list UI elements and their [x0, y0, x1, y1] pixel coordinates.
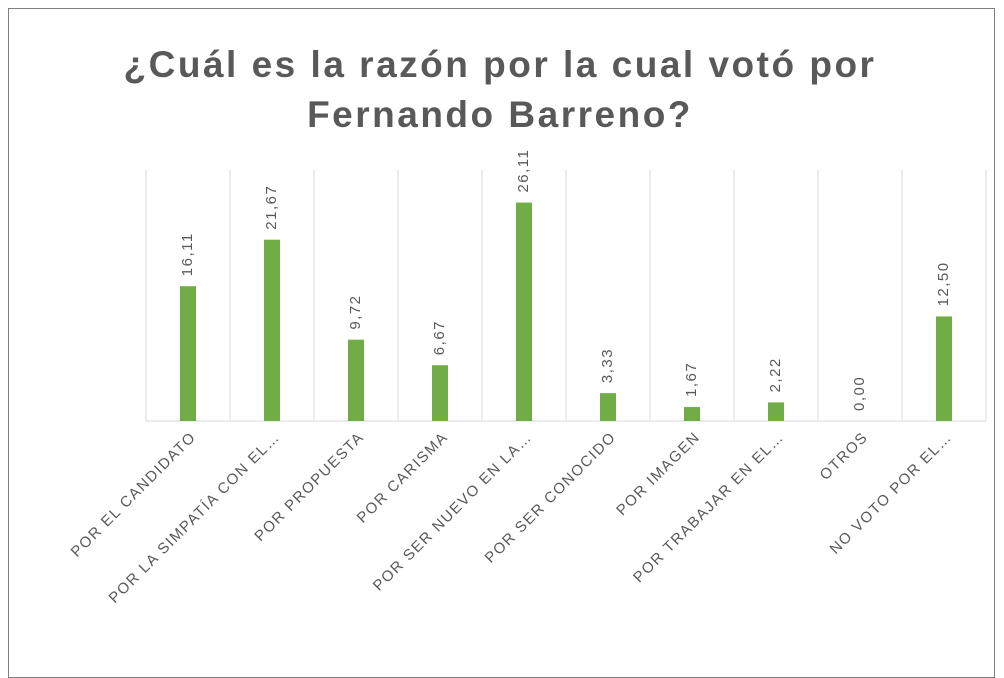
bar [180, 286, 196, 421]
bar [600, 393, 616, 421]
x-tick-label: POR IMAGEN [613, 429, 703, 519]
bar [432, 365, 448, 421]
x-tick-label: POR SER NUEVO EN LA… [370, 429, 536, 595]
bar [684, 407, 700, 421]
bar [516, 202, 532, 421]
bar [264, 239, 280, 421]
bar [936, 316, 952, 421]
data-label: 9,72 [347, 294, 364, 329]
x-tick-label: OTROS [817, 429, 872, 484]
data-label: 6,67 [431, 320, 448, 355]
bar [348, 339, 364, 421]
x-tick-label: POR TRABAJAR EN EL… [630, 429, 788, 587]
data-label: 2,22 [767, 357, 784, 392]
data-label: 0,00 [851, 376, 868, 411]
data-label: 12,50 [935, 261, 952, 306]
x-tick-label: POR CARISMA [354, 429, 452, 527]
data-label: 21,67 [263, 185, 280, 230]
data-label: 3,33 [599, 348, 616, 383]
x-tick-label: POR LA SIMPATÍA CON EL… [106, 429, 284, 607]
chart-title: ¿Cuál es la razón por la cual votó por F… [123, 44, 877, 135]
data-label: 1,67 [683, 362, 700, 397]
data-label: 26,11 [515, 149, 532, 193]
data-label: 16,11 [179, 232, 196, 276]
bar [768, 402, 784, 421]
